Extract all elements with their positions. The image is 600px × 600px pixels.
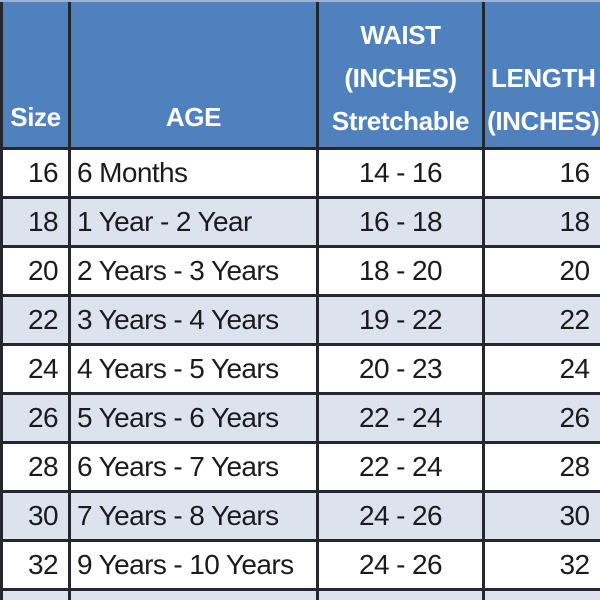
cell-length: 22 [482,295,600,346]
table-row: 24 4 Years - 5 Years 20 - 23 24 [0,344,600,395]
table-row: 30 7 Years - 8 Years 24 - 26 30 [0,491,600,542]
cell-age: 11 Years - 12 Years [68,589,319,600]
cell-size: 18 [0,197,71,248]
cell-length: 16 [482,148,600,199]
table-row: 22 3 Years - 4 Years 19 - 22 22 [0,295,600,346]
cell-waist: 14 - 16 [316,148,485,199]
table-row: 16 6 Months 14 - 16 16 [0,148,600,199]
cell-length: 26 [482,393,600,444]
cell-size: 24 [0,344,71,395]
cell-waist: 20 - 23 [316,344,485,395]
table-row: 26 5 Years - 6 Years 22 - 24 26 [0,393,600,444]
cell-size: 28 [0,442,71,493]
cell-length: 30 [482,491,600,542]
cell-waist: 22 - 24 [316,442,485,493]
cell-waist: 19 - 22 [316,295,485,346]
cell-age: 7 Years - 8 Years [68,491,319,542]
table-row: 32 9 Years - 10 Years 24 - 26 32 [0,540,600,591]
cell-waist: 22 - 24 [316,393,485,444]
cell-size: 32 [0,540,71,591]
cell-size: 22 [0,295,71,346]
cell-length: 32 [482,540,600,591]
cell-size: 20 [0,246,71,297]
cell-waist: 24 - 26 [316,491,485,542]
header-label-waist-line3: Stretchable [331,106,470,136]
cell-age: 3 Years - 4 Years [68,295,319,346]
cell-age: 4 Years - 5 Years [68,344,319,395]
cell-length: 24 [482,344,600,395]
cell-age: 2 Years - 3 Years [68,246,319,297]
header-cell-age: AGE [68,2,319,150]
cell-length: 34 [482,589,600,600]
header-label-age: AGE [165,102,222,132]
table-header-row: Size AGE WAIST (INCHES) Stretchable LENG… [0,2,600,150]
header-label-waist-line2: (INCHES) [344,63,457,93]
cell-age: 5 Years - 6 Years [68,393,319,444]
header-cell-waist: WAIST (INCHES) Stretchable [316,2,485,150]
table-row: 18 1 Year - 2 Year 16 - 18 18 [0,197,600,248]
cell-waist: 16 - 18 [316,197,485,248]
header-label-length-line1: LENGTH [491,63,596,93]
cell-age: 6 Months [68,148,319,199]
cell-length: 20 [482,246,600,297]
cell-length: 28 [482,442,600,493]
table-row: 20 2 Years - 3 Years 18 - 20 20 [0,246,600,297]
header-label-length-line2: (INCHES) [487,106,600,136]
cell-waist: 24 - 26 [316,540,485,591]
cell-waist: 18 - 20 [316,246,485,297]
table-row: 34 11 Years - 12 Years 24 - 28 34 [0,589,600,600]
header-label-size: Size [10,102,61,132]
cell-size: 16 [0,148,71,199]
cell-length: 18 [482,197,600,248]
header-label-waist-line1: WAIST [360,20,441,50]
header-cell-length: LENGTH (INCHES) [482,2,600,150]
cell-size: 30 [0,491,71,542]
header-cell-size: Size [0,2,71,150]
cell-size: 26 [0,393,71,444]
table-row: 28 6 Years - 7 Years 22 - 24 28 [0,442,600,493]
cell-age: 6 Years - 7 Years [68,442,319,493]
cell-waist: 24 - 28 [316,589,485,600]
cell-age: 1 Year - 2 Year [68,197,319,248]
cell-size: 34 [0,589,71,600]
cell-age: 9 Years - 10 Years [68,540,319,591]
